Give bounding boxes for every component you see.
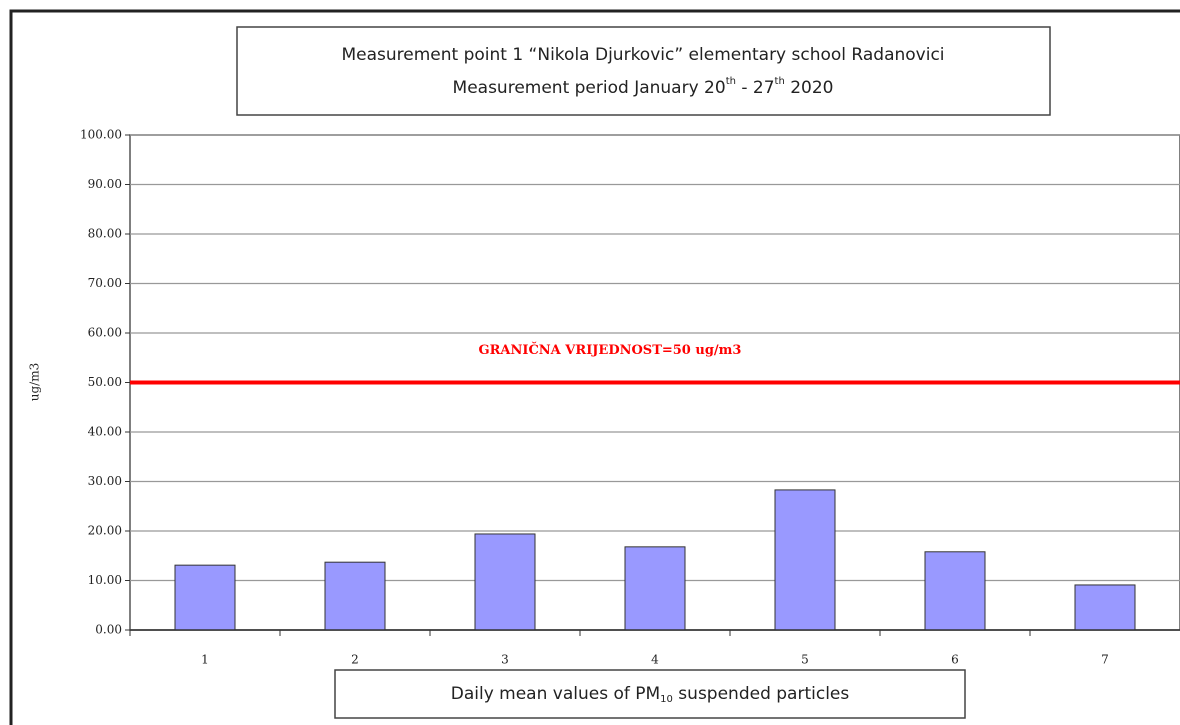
bar xyxy=(924,551,986,631)
frame xyxy=(9,9,1180,725)
y-tick-label: 70.00 xyxy=(88,276,122,290)
chart-subtitle: Measurement period January 20th - 27th 2… xyxy=(453,76,834,98)
x-tick-label: 7 xyxy=(1101,653,1109,667)
x-tick-label: 5 xyxy=(801,653,809,667)
bar xyxy=(324,561,386,631)
x-label-part: Daily mean values of PM xyxy=(451,684,660,704)
x-tick-label: 1 xyxy=(201,653,209,667)
subtitle-part: 2020 xyxy=(785,78,834,98)
bar xyxy=(624,546,686,631)
y-tick-label: 80.00 xyxy=(88,227,122,241)
y-tick-label: 40.00 xyxy=(88,425,122,439)
bar xyxy=(1074,584,1136,631)
y-tick-label: 0.00 xyxy=(95,623,122,637)
y-tick-label: 90.00 xyxy=(88,177,122,191)
bar xyxy=(774,489,836,631)
chart-title: Measurement point 1 “Nikola Djurkovic” e… xyxy=(341,45,944,65)
subtitle-sup: th xyxy=(726,76,736,87)
x-tick-label: 3 xyxy=(501,653,509,667)
x-tick-label: 4 xyxy=(651,653,659,667)
subtitle-part: - 27 xyxy=(736,78,775,98)
y-tick-label: 60.00 xyxy=(88,326,122,340)
y-tick-label: 50.00 xyxy=(88,375,122,389)
x-label-sub: 10 xyxy=(660,694,673,705)
x-label-part: suspended particles xyxy=(673,684,849,704)
y-axis-label: ug/m3 xyxy=(28,363,42,401)
bar xyxy=(474,533,536,631)
x-tick-label: 2 xyxy=(351,653,359,667)
x-label-box xyxy=(334,669,966,719)
bar xyxy=(174,564,236,631)
y-tick-label: 10.00 xyxy=(88,573,122,587)
x-tick-label: 6 xyxy=(951,653,959,667)
x-axis-label: Daily mean values of PM10 suspended part… xyxy=(451,684,850,705)
subtitle-sup: th xyxy=(775,76,785,87)
y-tick-label: 100.00 xyxy=(80,128,122,142)
title-box xyxy=(236,26,1051,116)
reference-label: GRANIČNA VRIJEDNOST=50 ug/m3 xyxy=(479,341,742,358)
subtitle-part: Measurement period January 20 xyxy=(453,78,726,98)
y-tick-label: 20.00 xyxy=(88,524,122,538)
y-tick-label: 30.00 xyxy=(88,474,122,488)
